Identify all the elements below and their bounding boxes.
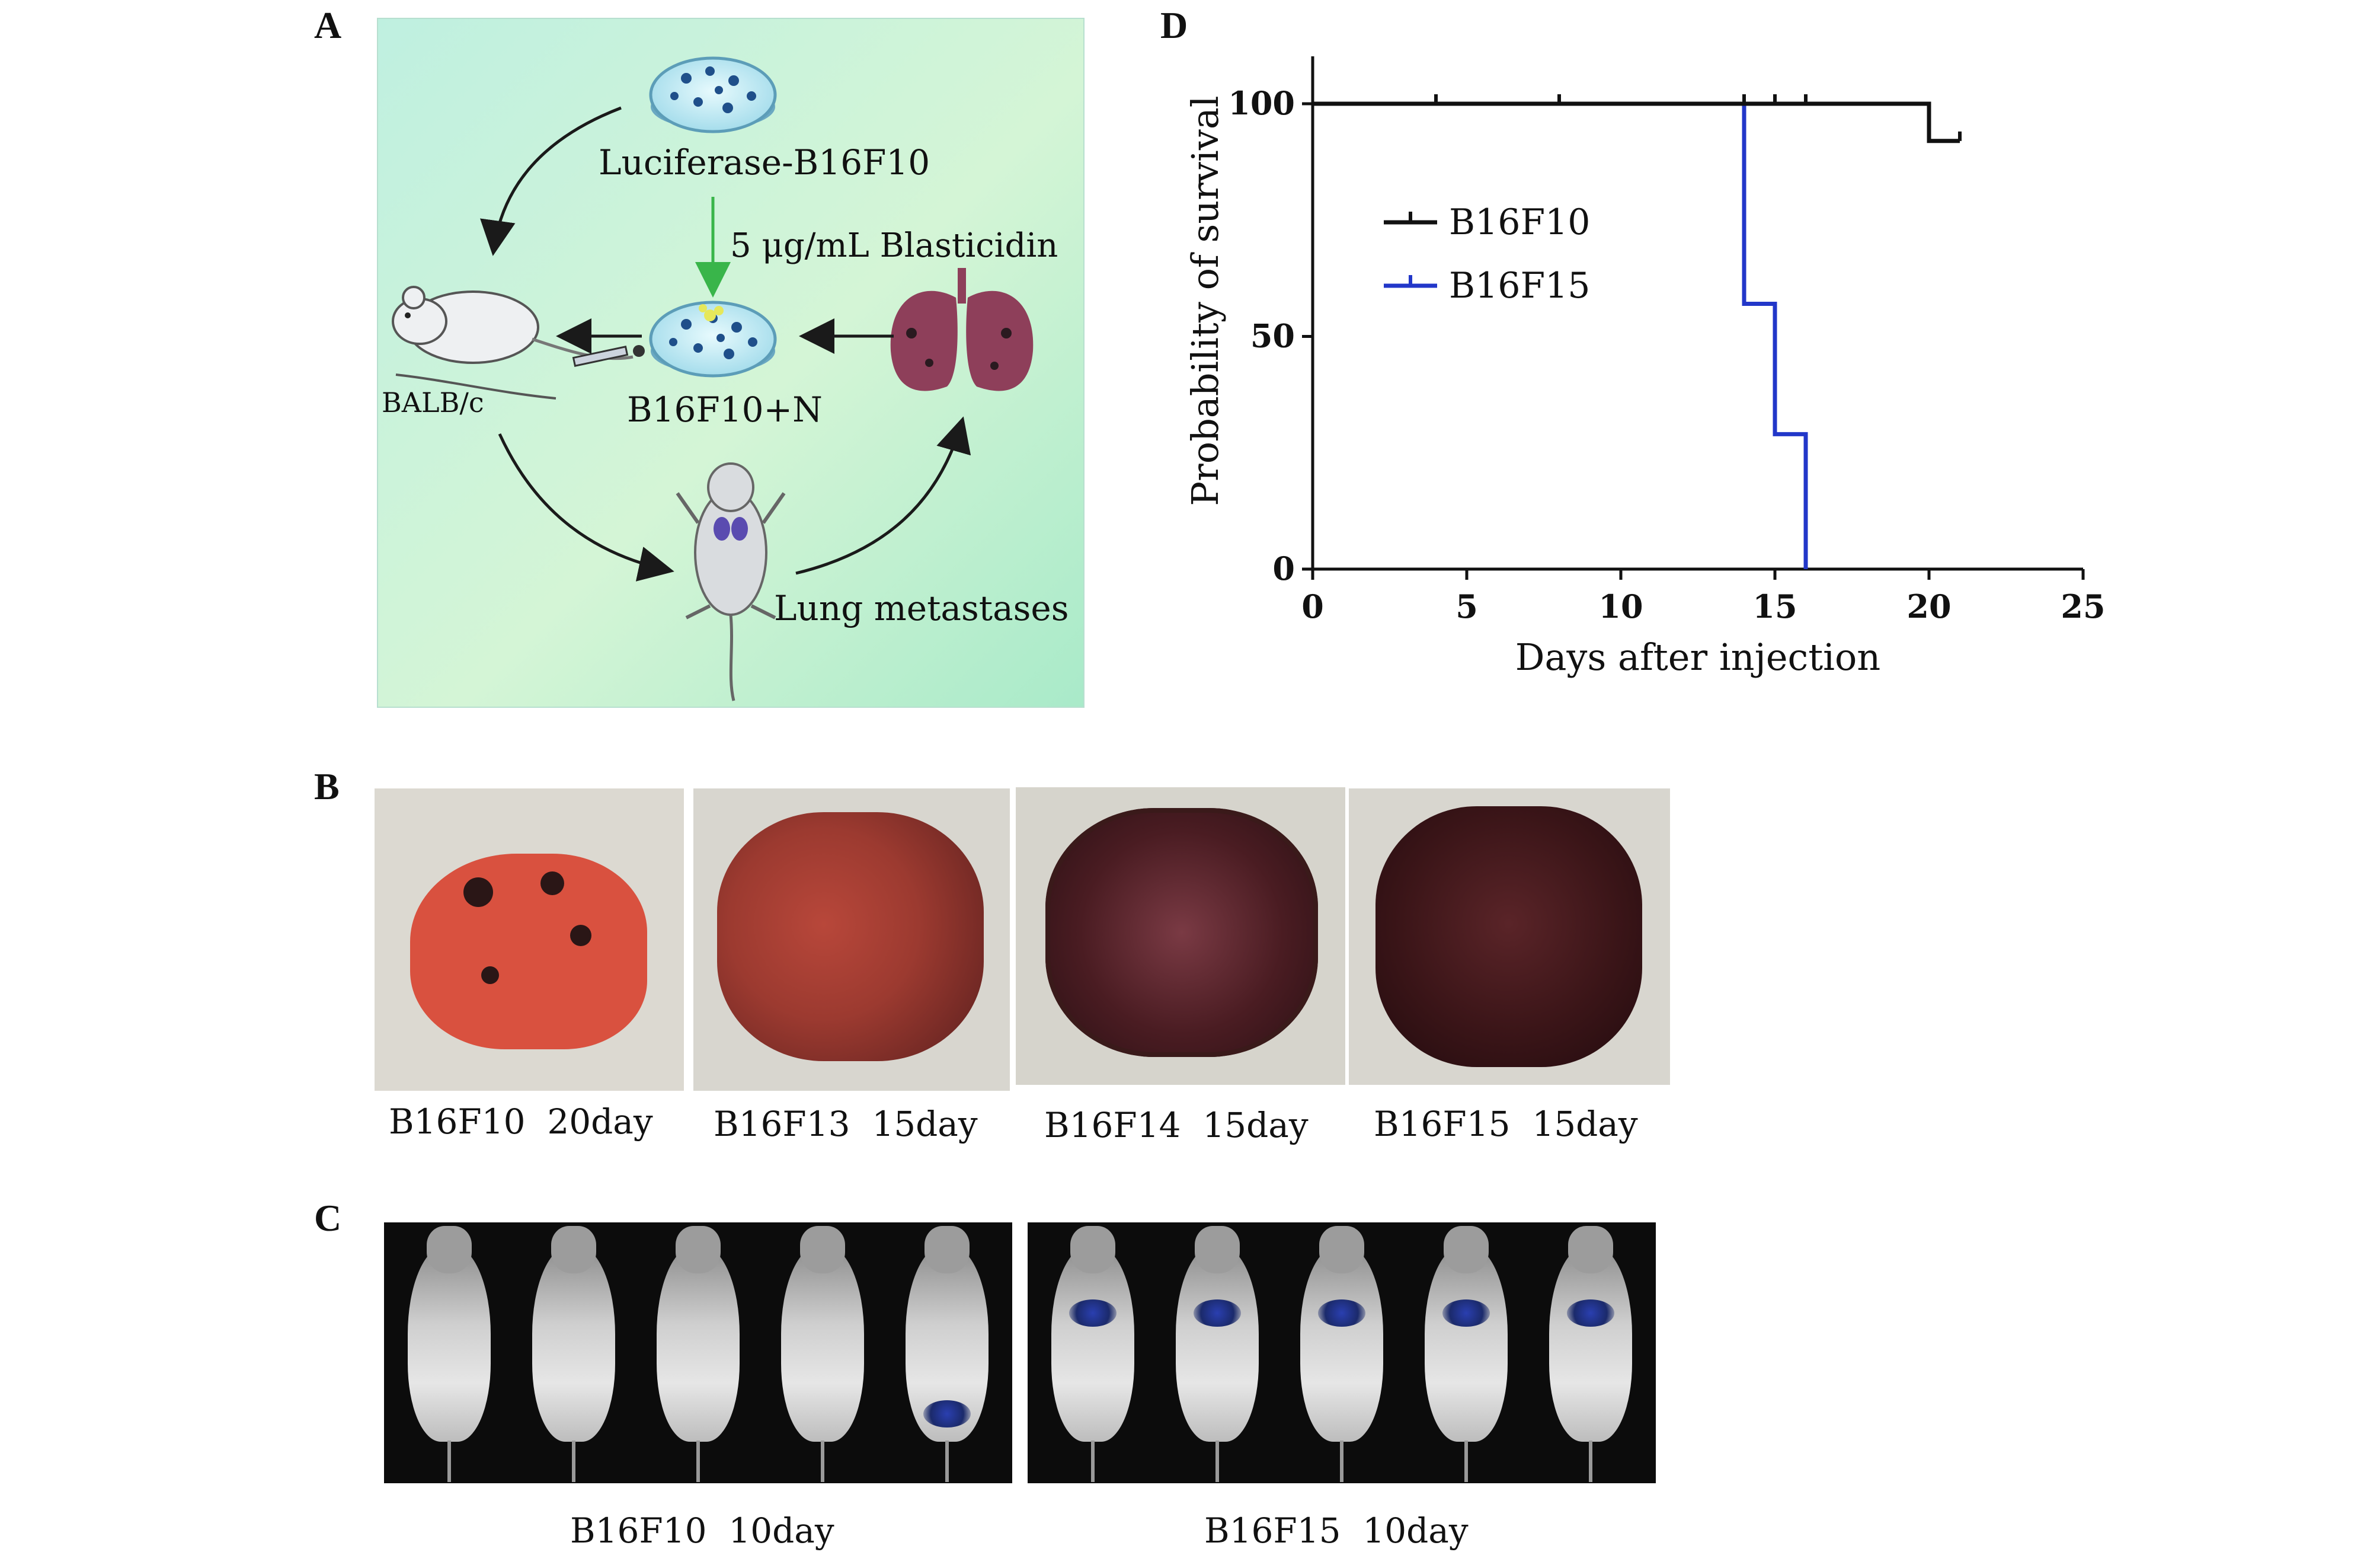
panel-letter-d: D — [1160, 4, 1188, 46]
mouse-icon — [392, 286, 634, 400]
caption-b16f15-15day: B16F15 15day — [1374, 1104, 1638, 1144]
x-tick-label: 15 — [1752, 587, 1797, 625]
luminescence-signal — [1194, 1299, 1241, 1327]
mouse-tail — [1215, 1441, 1219, 1482]
luminescence-signal — [923, 1400, 971, 1428]
mouse-head — [1070, 1226, 1115, 1273]
mouse-silhouette — [1425, 1246, 1508, 1442]
caption-b16f10-20day: B16F10 20day — [389, 1101, 653, 1142]
label-b16f10-n: B16F10+N — [627, 389, 823, 430]
mouse-silhouette — [781, 1246, 864, 1442]
x-tick-label: 25 — [2061, 587, 2105, 625]
y-tick-label: 0 — [1272, 550, 1295, 587]
label-luciferase-b16f10: Luciferase-B16F10 — [599, 142, 930, 183]
survival-line-b16f15 — [1313, 101, 1808, 569]
mouse-tail — [1589, 1441, 1592, 1482]
mouse-silhouette — [408, 1246, 491, 1442]
x-tick-label: 10 — [1598, 587, 1643, 625]
mouse-silhouette — [1549, 1246, 1632, 1442]
mouse-head — [1444, 1226, 1489, 1273]
luminescence-signal — [1442, 1299, 1490, 1327]
x-tick-label: 0 — [1301, 587, 1324, 625]
caption-b16f15-10day: B16F15 10day — [1204, 1511, 1469, 1551]
syringe-icon — [572, 345, 645, 367]
mouse-tail — [1340, 1441, 1343, 1482]
y-tick-label: 50 — [1250, 317, 1295, 355]
x-tick-label: 20 — [1906, 587, 1951, 625]
legend-label-b16f10: B16F10 — [1449, 202, 1590, 243]
mouse-head — [800, 1226, 845, 1273]
petri-dish-icon — [649, 56, 777, 133]
mouse-head — [551, 1226, 596, 1273]
mouse-tail — [572, 1441, 575, 1482]
mouse-tail — [821, 1441, 824, 1482]
mouse-tail — [945, 1441, 949, 1482]
y-tick-label: 100 — [1228, 84, 1295, 122]
mouse-tail — [696, 1441, 700, 1482]
legend-label-b16f15: B16F15 — [1449, 265, 1590, 306]
mouse-head — [676, 1226, 721, 1273]
label-blasticidin: 5 μg/mL Blasticidin — [730, 226, 1058, 265]
mouse-silhouette — [1300, 1246, 1383, 1442]
label-balb-c: BALB/c — [382, 387, 484, 419]
lungs-icon — [890, 268, 1034, 391]
lung-photo-b16f14 — [1016, 787, 1345, 1085]
lung-photo-b16f10 — [375, 788, 684, 1091]
lung-photo-b16f15 — [1349, 788, 1670, 1085]
lung-photo-b16f13 — [693, 788, 1010, 1091]
mouse-head — [1319, 1226, 1364, 1273]
luminescence-signal — [1318, 1299, 1365, 1327]
mouse-head — [427, 1226, 472, 1273]
mouse-silhouette — [1176, 1246, 1259, 1442]
mouse-tail — [1464, 1441, 1468, 1482]
caption-b16f10-10day: B16F10 10day — [570, 1511, 834, 1551]
mouse-head — [925, 1226, 970, 1273]
mouse-tail — [447, 1441, 451, 1482]
bioluminescence-image-b16f10 — [384, 1222, 1012, 1483]
petri-dish-icon — [649, 301, 777, 378]
mouse-silhouette — [1051, 1246, 1134, 1442]
y-axis-label: Probability of survival — [1183, 95, 1227, 506]
panel-letter-b: B — [314, 765, 340, 807]
mouse-tail — [1091, 1441, 1095, 1482]
bioluminescence-image-b16f15 — [1028, 1222, 1656, 1483]
luminescence-signal — [1567, 1299, 1614, 1327]
survival-line-b16f10 — [1313, 101, 1960, 143]
x-tick-label: 5 — [1455, 587, 1478, 625]
mouse-head — [1195, 1226, 1240, 1273]
caption-b16f14-15day: B16F14 15day — [1044, 1105, 1309, 1145]
mouse-silhouette — [532, 1246, 615, 1442]
caption-b16f13-15day: B16F13 15day — [714, 1104, 978, 1144]
mouse-supine-icon — [676, 462, 786, 701]
survival-chart: 0 5 10 15 20 25 0 50 100 Days after injection Prob… — [1183, 56, 2106, 679]
mouse-silhouette — [657, 1246, 740, 1442]
x-axis-label: Days after injection — [1515, 636, 1881, 679]
panel-letter-c: C — [314, 1197, 342, 1239]
luminescence-signal — [1069, 1299, 1117, 1327]
panel-letter-a: A — [314, 4, 342, 46]
label-lung-metastases: Lung metastases — [774, 588, 1069, 628]
panel-a-schematic: Luciferase-B16F10 5 μg/mL Blasticidin BA… — [377, 18, 1085, 708]
mouse-head — [1568, 1226, 1613, 1273]
